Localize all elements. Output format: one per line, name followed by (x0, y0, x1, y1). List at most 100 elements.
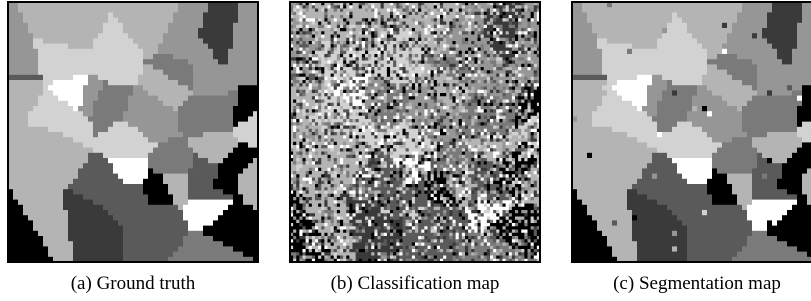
pixel-block (138, 44, 143, 50)
pixel-block (28, 153, 33, 159)
pixel-block (63, 127, 68, 133)
pixel-block (168, 236, 173, 242)
pixel-block (365, 122, 369, 126)
pixel-block (83, 122, 88, 128)
pixel-block (384, 119, 388, 123)
pixel-block (13, 137, 18, 143)
pixel-block (23, 106, 28, 112)
pixel-block (371, 70, 375, 74)
pixel-block (203, 200, 208, 206)
pixel-block (309, 239, 313, 243)
pixel-block (371, 77, 375, 81)
pixel-block (23, 80, 28, 86)
pixel-block (48, 18, 53, 24)
pixel-block (328, 51, 332, 55)
pixel-block (143, 189, 148, 195)
pixel-block (324, 194, 328, 198)
pixel-block (334, 171, 338, 175)
pixel-block (337, 12, 341, 16)
pixel-block (18, 246, 23, 252)
pixel-block (138, 215, 143, 221)
pixel-block (18, 59, 23, 65)
pixel-block (324, 109, 328, 113)
pixel-block (312, 174, 316, 178)
pixel-block (368, 165, 372, 169)
pixel-block (38, 111, 43, 117)
pixel-block (296, 181, 300, 185)
pixel-block (73, 59, 78, 65)
pixel-block (118, 200, 123, 206)
pixel-block (328, 236, 332, 240)
pixel-block (23, 226, 28, 232)
pixel-block (318, 194, 322, 198)
pixel-block (143, 70, 148, 76)
pixel-block (356, 132, 360, 136)
pixel-block (123, 49, 128, 55)
pixel-block (88, 116, 93, 122)
pixel-block (63, 38, 68, 44)
pixel-block (293, 184, 297, 188)
pixel-block (128, 75, 133, 81)
pixel-block (303, 48, 307, 52)
pixel-block (198, 236, 203, 242)
pixel-block (315, 77, 319, 81)
pixel-block (340, 119, 344, 123)
pixel-block (368, 249, 372, 253)
pixel-block (343, 25, 347, 29)
pixel-block (168, 246, 173, 252)
pixel-block (362, 116, 366, 120)
pixel-block (93, 194, 98, 200)
pixel-block (315, 31, 319, 35)
pixel-block (248, 23, 253, 29)
pixel-block (374, 61, 378, 65)
pixel-block (340, 35, 344, 39)
pixel-block (73, 70, 78, 76)
pixel-block (303, 41, 307, 45)
pixel-block (381, 236, 385, 240)
pixel-block (374, 5, 378, 9)
pixel-block (309, 197, 313, 201)
pixel-block (128, 96, 133, 102)
pixel-block (356, 187, 360, 191)
pixel-block (384, 158, 388, 162)
pixel-block (331, 155, 335, 159)
pixel-block (68, 33, 73, 39)
pixel-block (368, 223, 372, 227)
pixel-block (346, 145, 350, 149)
pixel-block (23, 142, 28, 148)
pixel-block (368, 22, 372, 26)
pixel-block (343, 233, 347, 237)
pixel-block (68, 226, 73, 232)
pixel-block (324, 132, 328, 136)
pixel-block (374, 171, 378, 175)
pixel-block (356, 217, 360, 221)
pixel-block (33, 75, 38, 81)
pixel-block (33, 54, 38, 60)
pixel-block (248, 148, 253, 154)
pixel-block (362, 28, 366, 32)
pixel-block (128, 220, 133, 226)
pixel-block (143, 44, 148, 50)
pixel-block (337, 41, 341, 45)
pixel-block (349, 28, 353, 32)
pixel-block (334, 80, 338, 84)
pixel-block (384, 145, 388, 149)
pixel-block (93, 246, 98, 252)
pixel-block (18, 101, 23, 107)
pixel-block (334, 31, 338, 35)
pixel-block (340, 139, 344, 143)
pixel-block (343, 87, 347, 91)
pixel-block (331, 103, 335, 107)
pixel-block (223, 194, 228, 200)
pixel-block (334, 116, 338, 120)
pixel-block (88, 38, 93, 44)
pixel-block (374, 83, 378, 87)
pixel-block (293, 217, 297, 221)
pixel-block (362, 41, 366, 45)
pixel-block (306, 139, 310, 143)
pixel-block (343, 213, 347, 217)
pixel-block (138, 205, 143, 211)
pixel-block (318, 161, 322, 165)
pixel-block (299, 239, 303, 243)
pixel-block (193, 158, 198, 164)
